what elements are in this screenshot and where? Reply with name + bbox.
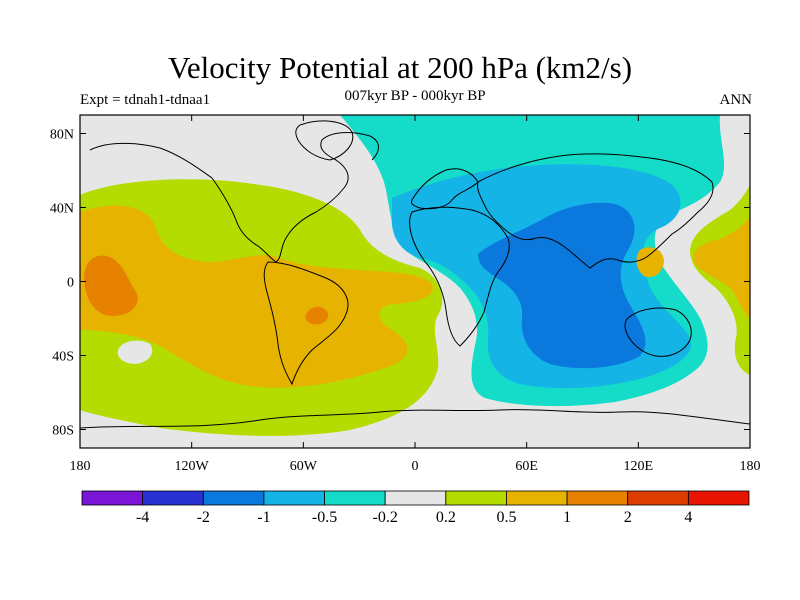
colorbar-label: 0.2 xyxy=(436,509,456,526)
experiment-label: Expt = tdnah1-tdnaa1 xyxy=(80,92,211,108)
longitude-tick-label: 120W xyxy=(175,459,210,474)
colorbar-swatch xyxy=(142,490,204,506)
positive-region-east-0p5-patch xyxy=(636,247,664,278)
longitude-tick-label: 0 xyxy=(412,459,419,474)
coastline-layer xyxy=(80,120,750,429)
colorbar-label: -4 xyxy=(136,509,149,526)
colorbar: -4 -2 -1 -0.5 -0.2 0.2 0.5 1 2 4 xyxy=(81,490,750,526)
colorbar-label: 0.5 xyxy=(496,509,516,526)
coastline-europe xyxy=(411,168,479,210)
longitude-tick-label: 120E xyxy=(624,459,654,474)
neutral-hole-south-pacific xyxy=(117,340,153,364)
colorbar-swatch xyxy=(263,490,325,506)
colorbar-label: -0.5 xyxy=(312,509,337,526)
colorbar-swatch xyxy=(202,490,265,506)
colorbar-label: 2 xyxy=(624,509,632,526)
plot-title: Velocity Potential at 200 hPa (km2/s) xyxy=(167,50,633,85)
colorbar-label: -0.2 xyxy=(373,509,398,526)
coastline-south-america xyxy=(263,261,349,386)
coastline-asia xyxy=(477,153,714,269)
coastline-north-america xyxy=(89,132,379,263)
latitude-tick-label: 0 xyxy=(67,276,74,291)
positive-region-0p5 xyxy=(80,205,434,388)
colorbar-label: -2 xyxy=(197,509,210,526)
colorbar-swatch xyxy=(627,490,689,506)
positive-region-1-south-america xyxy=(305,306,329,325)
longitude-tick-label: 60E xyxy=(515,459,538,474)
positive-region-1 xyxy=(84,255,138,316)
colorbar-label: 1 xyxy=(563,509,571,526)
latitude-tick-label: 40N xyxy=(50,202,74,217)
colorbar-label: -1 xyxy=(257,509,270,526)
colorbar-swatch xyxy=(445,490,507,506)
longitude-tick-label: 60W xyxy=(290,459,318,474)
coastline-africa xyxy=(409,206,510,347)
coastline-greenland xyxy=(295,120,354,161)
positive-region-east-0p5 xyxy=(693,218,750,318)
contour-fill-layer xyxy=(80,115,750,448)
longitude-tick-label: 180 xyxy=(740,459,761,474)
colorbar-swatch xyxy=(81,490,144,506)
colorbar-swatch xyxy=(324,490,386,506)
latitude-tick-label: 40S xyxy=(52,350,74,365)
colorbar-swatch xyxy=(687,490,750,506)
coastline-antarctica xyxy=(80,409,750,429)
longitude-tick-label: 180 xyxy=(70,459,91,474)
coastline-australia xyxy=(624,307,692,357)
latitude-axis: 80N 40N 0 40S 80S xyxy=(50,128,750,439)
latitude-tick-label: 80N xyxy=(50,128,74,143)
colorbar-swatch xyxy=(384,490,447,506)
latitude-tick-label: 80S xyxy=(52,424,74,439)
negative-region-1 xyxy=(478,202,646,369)
colorbar-swatch xyxy=(506,490,568,506)
longitude-axis: 180 120W 60W 0 60E 120E 180 xyxy=(70,115,761,474)
colorbar-swatch xyxy=(566,490,629,506)
period-label: 007kyr BP - 000kyr BP xyxy=(344,88,486,104)
colorbar-label: 4 xyxy=(684,509,692,526)
season-label: ANN xyxy=(719,92,753,108)
